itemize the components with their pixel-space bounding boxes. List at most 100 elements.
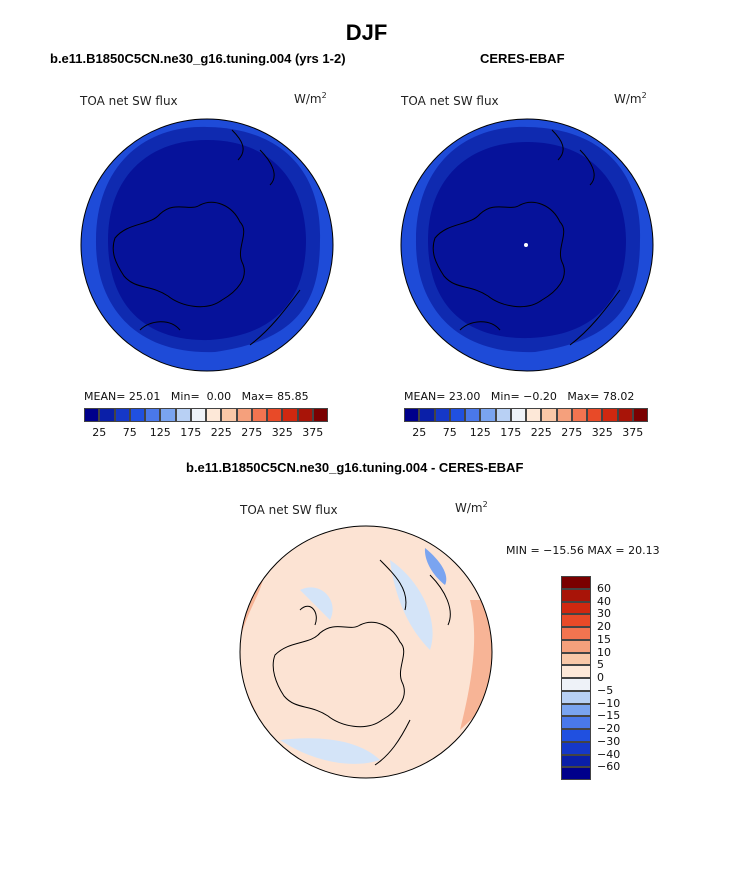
colorbar-tick-label: −10 xyxy=(597,696,621,710)
colorbar-tick-label: 60 xyxy=(597,581,611,595)
diff-units-label: W/m2 xyxy=(455,500,488,515)
colorbar-tick-label: 175 xyxy=(500,426,522,439)
colorbar-swatch xyxy=(561,690,591,704)
diff-colorbar xyxy=(561,576,591,780)
colorbar-tick-label: 225 xyxy=(530,426,552,439)
colorbar-swatch xyxy=(561,588,591,602)
model-inner-region xyxy=(108,140,306,341)
colorbar-tick-label: 20 xyxy=(597,620,611,633)
colorbar-swatch xyxy=(561,627,591,640)
colorbar-swatch xyxy=(561,703,591,717)
colorbar-swatch xyxy=(541,408,557,422)
colorbar-tick-label: −40 xyxy=(597,747,621,761)
colorbar-tick-label: 125 xyxy=(469,426,491,439)
colorbar-tick-label: 375 xyxy=(622,426,644,439)
colorbar-tick-label: 75 xyxy=(122,426,137,439)
colorbar-swatch xyxy=(114,408,130,422)
colorbar-tick-label: −20 xyxy=(597,722,621,735)
colorbar-tick-label: −60 xyxy=(597,760,621,774)
colorbar-swatch xyxy=(190,408,206,422)
colorbar-swatch xyxy=(236,408,252,422)
colorbar-swatch xyxy=(561,729,591,742)
colorbar-tick-label: 275 xyxy=(241,426,263,439)
diff-polar-map xyxy=(240,526,492,778)
colorbar-tick-label: 10 xyxy=(597,645,611,659)
colorbar-swatch xyxy=(561,678,591,691)
colorbar-swatch xyxy=(526,408,542,422)
colorbar-swatch xyxy=(434,408,450,422)
colorbar-swatch xyxy=(419,408,435,422)
colorbar-tick-label: 225 xyxy=(210,426,232,439)
colorbar-swatch xyxy=(561,665,591,678)
diff-stats: MIN = −15.56 MAX = 20.13 xyxy=(506,544,660,557)
colorbar-swatch xyxy=(556,408,572,422)
diff-variable-label: TOA net SW flux xyxy=(240,503,338,517)
colorbar-swatch xyxy=(404,408,420,422)
colorbar-swatch xyxy=(561,576,591,589)
colorbar-tick-label: 5 xyxy=(597,658,604,672)
colorbar-swatch xyxy=(561,652,591,666)
obs-inner-region xyxy=(428,142,626,339)
colorbar-swatch xyxy=(267,408,283,422)
colorbar-swatch xyxy=(561,614,591,627)
colorbar-tick-label: 75 xyxy=(442,426,457,439)
model-units-label: W/m2 xyxy=(294,91,327,106)
colorbar-tick-label: 40 xyxy=(597,594,611,608)
colorbar-swatch xyxy=(175,408,191,422)
colorbar-swatch xyxy=(495,408,511,422)
diff-coastlines xyxy=(272,559,451,766)
colorbar-swatch xyxy=(221,408,237,422)
colorbar-swatch xyxy=(561,716,591,729)
model-panel-header: b.e11.B1850C5CN.ne30_g16.tuning.004 (yrs… xyxy=(50,51,346,66)
colorbar-tick-label: 125 xyxy=(149,426,171,439)
obs-coastlines xyxy=(432,129,621,346)
colorbar-swatch xyxy=(99,408,115,422)
colorbar-swatch xyxy=(297,408,313,422)
diff-blue-patch xyxy=(424,548,447,585)
colorbar-swatch xyxy=(561,754,591,768)
colorbar-tick-label: 15 xyxy=(597,632,611,646)
colorbar-swatch xyxy=(145,408,161,422)
page-title: DJF xyxy=(345,20,388,45)
obs-variable-label: TOA net SW flux xyxy=(401,94,499,108)
obs-units-label: W/m2 xyxy=(614,91,647,106)
obs-pole-missing-dot xyxy=(524,243,528,247)
colorbar-swatch xyxy=(561,767,591,780)
colorbar-tick-label: −15 xyxy=(597,709,621,723)
colorbar-swatch xyxy=(587,408,603,422)
obs-stats: MEAN= 23.00 Min= −0.20 Max= 78.02 xyxy=(404,390,635,403)
diff-map-border xyxy=(239,525,493,779)
colorbar-tick-label: 25 xyxy=(412,426,427,439)
model-polar-map xyxy=(81,119,333,371)
colorbar-tick-label: 175 xyxy=(180,426,202,439)
model-coastlines xyxy=(112,129,301,346)
colorbar-tick-label: 275 xyxy=(561,426,583,439)
colorbar-swatch xyxy=(449,408,465,422)
colorbar-tick-label: 325 xyxy=(591,426,613,439)
colorbar-swatch xyxy=(206,408,222,422)
colorbar-swatch xyxy=(282,408,298,422)
obs-polar-map xyxy=(401,119,653,371)
obs-map-border xyxy=(400,118,654,372)
diff-cool-patches xyxy=(280,560,433,764)
colorbar-swatch xyxy=(561,639,591,653)
colorbar-swatch xyxy=(129,408,145,422)
colorbar-swatch xyxy=(561,601,591,615)
colorbar-swatch xyxy=(617,408,633,422)
colorbar-swatch xyxy=(561,741,591,755)
colorbar-swatch xyxy=(602,408,618,422)
colorbar-tick-label: −5 xyxy=(597,683,614,697)
colorbar-swatch xyxy=(84,408,100,422)
colorbar-swatch xyxy=(632,408,648,422)
obs-colorbar xyxy=(404,408,648,422)
colorbar-swatch xyxy=(312,408,328,422)
colorbar-tick-label: −30 xyxy=(597,734,621,748)
model-stats: MEAN= 25.01 Min= 0.00 Max= 85.85 xyxy=(84,390,309,403)
colorbar-tick-label: 25 xyxy=(92,426,107,439)
colorbar-swatch xyxy=(160,408,176,422)
diff-panel-header: b.e11.B1850C5CN.ne30_g16.tuning.004 - CE… xyxy=(186,460,524,475)
colorbar-swatch xyxy=(480,408,496,422)
model-variable-label: TOA net SW flux xyxy=(80,94,178,108)
colorbar-swatch xyxy=(510,408,526,422)
